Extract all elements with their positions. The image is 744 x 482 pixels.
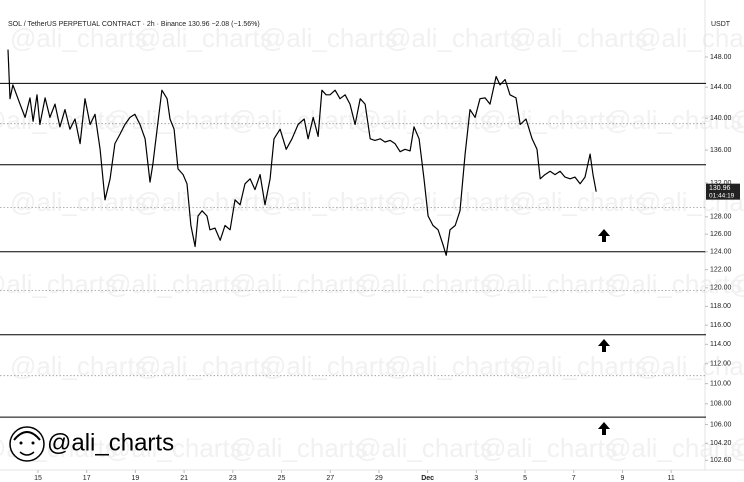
y-tick-label: 124.00 — [710, 249, 732, 256]
arrows — [598, 229, 610, 435]
x-tick-label: 5 — [523, 475, 527, 482]
watermark-text: @ali_charts — [260, 351, 398, 381]
y-tick-label: 108.00 — [710, 401, 732, 408]
watermark-text: @ali_charts — [385, 187, 523, 217]
watermark-text: @ali_charts — [230, 269, 368, 299]
watermark-text: @ali_charts — [355, 269, 493, 299]
watermark-text: @ali_charts — [385, 351, 523, 381]
y-tick-label: 110.00 — [710, 380, 731, 387]
watermark-text: @ali_charts — [135, 23, 273, 53]
y-tick-label: 118.00 — [710, 303, 731, 310]
x-tick-label: 29 — [375, 475, 383, 482]
price-tag-bg — [706, 183, 740, 200]
x-tick-label: 3 — [474, 475, 478, 482]
price-line — [7, 49, 597, 256]
arrow-up — [598, 229, 610, 242]
y-tick-label: 126.00 — [710, 231, 732, 238]
arrow-up — [598, 339, 610, 352]
x-tick-label: 9 — [621, 475, 625, 482]
x-tick-label: 27 — [326, 475, 334, 482]
watermark-text: @ali_charts — [10, 351, 148, 381]
y-tick-label: 148.00 — [710, 54, 732, 61]
x-tick-label: 15 — [34, 475, 42, 482]
y-tick-label: 120.00 — [710, 285, 732, 292]
watermark-text: @ali_charts — [355, 105, 493, 135]
x-tick-label: 19 — [132, 475, 140, 482]
watermark-text: @ali_charts — [480, 269, 618, 299]
price-tag: 130.96 — [709, 185, 731, 192]
chart-title: SOL / TetherUS PERPETUAL CONTRACT · 2h ·… — [8, 21, 260, 28]
y-tick-label: 112.00 — [710, 361, 731, 368]
y-tick-label: 122.00 — [710, 267, 732, 274]
x-tick-label: 21 — [180, 475, 188, 482]
watermark-text: @ali_charts — [730, 269, 744, 299]
watermark-text: @ali_charts — [385, 23, 523, 53]
watermark-text: @ali_charts — [635, 23, 744, 53]
x-tick-label: 7 — [572, 475, 576, 482]
watermark-text: @ali_charts — [10, 187, 148, 217]
logo-hair — [13, 431, 41, 441]
watermark-text: @ali_charts — [135, 351, 273, 381]
y-tick-label: 116.00 — [710, 322, 731, 329]
watermark-text: @ali_charts — [230, 105, 368, 135]
watermark-text: @ali_charts — [10, 23, 148, 53]
watermark-text: @ali_charts — [355, 433, 493, 463]
watermark-text: @ali_charts — [510, 187, 648, 217]
y-tick-label: 140.00 — [710, 115, 732, 122]
y-tick-label: 144.00 — [710, 84, 732, 91]
y-axis-label: USDT — [711, 21, 731, 28]
y-tick-label: 132.00 — [710, 180, 732, 187]
y-tick-label: 106.00 — [710, 421, 732, 428]
watermark-text: @ali_charts — [510, 23, 648, 53]
countdown: 01:44:19 — [709, 192, 735, 199]
watermark-text: @ali_charts — [605, 105, 743, 135]
watermark-text: @ali_charts — [730, 433, 744, 463]
watermark-text: @ali_charts — [605, 433, 743, 463]
watermark-text: @ali_charts — [105, 433, 243, 463]
brand-logo: @ali_charts — [9, 426, 174, 462]
watermark-text: @ali_charts — [480, 433, 618, 463]
logo-eye — [19, 441, 23, 445]
watermark-text: @ali_charts — [605, 269, 743, 299]
logo-eye — [31, 441, 35, 445]
watermark-text: @ali_charts — [260, 187, 398, 217]
watermark-text: @ali_charts — [105, 269, 243, 299]
watermark-text: @ali_charts — [260, 23, 398, 53]
x-tick-label: 25 — [278, 475, 286, 482]
y-tick-label: 114.00 — [710, 341, 731, 348]
brand-text: @ali_charts — [47, 429, 174, 456]
y-tick-label: 104.20 — [710, 440, 732, 447]
watermark-text: @ali_charts — [730, 105, 744, 135]
y-tick-label: 136.00 — [710, 147, 732, 154]
watermark-text: @ali_charts — [230, 433, 368, 463]
x-tick-label: 23 — [229, 475, 237, 482]
y-tick-label: 128.00 — [710, 214, 732, 221]
logo-mouth — [19, 451, 35, 456]
watermark-text: @ali_charts — [510, 351, 648, 381]
y-tick-label: 102.60 — [710, 457, 732, 464]
watermark-text: @ali_charts — [0, 269, 118, 299]
watermark-text: @ali_charts — [480, 105, 618, 135]
x-tick-label: 17 — [83, 475, 91, 482]
arrow-up — [598, 422, 610, 435]
x-tick-label: 11 — [668, 475, 675, 482]
x-tick-label: Dec — [421, 475, 434, 482]
